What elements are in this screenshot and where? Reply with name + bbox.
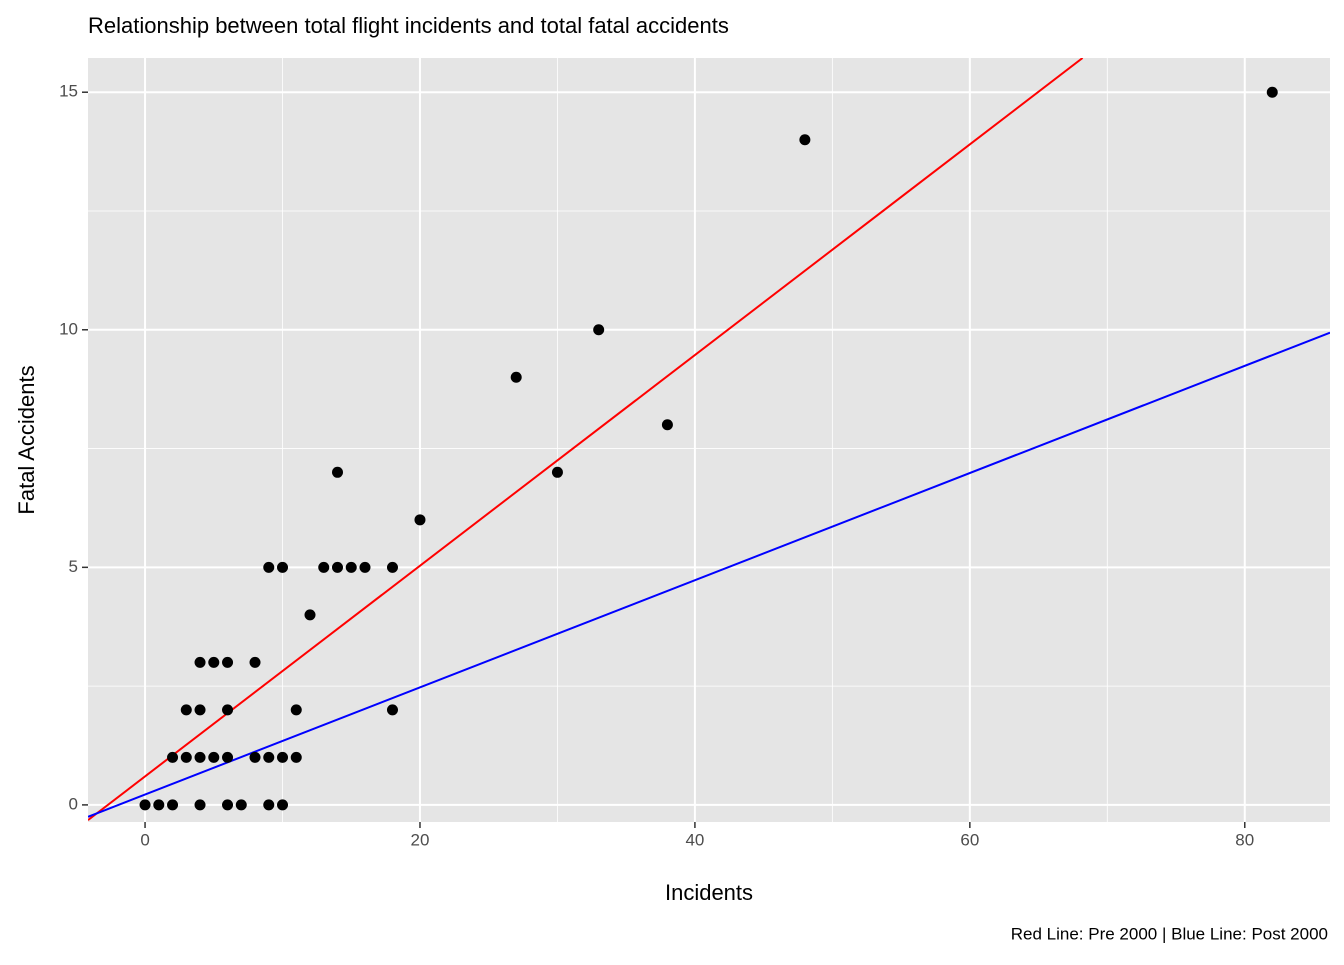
point (194, 704, 206, 716)
x-tick-label: 20 (411, 830, 430, 849)
point (249, 751, 261, 763)
point (194, 799, 206, 811)
point (139, 799, 151, 811)
y-tick-label: 10 (59, 319, 78, 338)
point (510, 371, 522, 383)
point (153, 799, 165, 811)
trend-line (88, 58, 1084, 821)
point (318, 561, 330, 573)
point (414, 514, 426, 526)
point (359, 561, 371, 573)
point (799, 134, 811, 146)
point (263, 561, 275, 573)
point (167, 751, 179, 763)
point (180, 704, 192, 716)
chart-title: Relationship between total flight incide… (88, 13, 729, 38)
point (222, 704, 234, 716)
x-axis-label: Incidents (665, 880, 753, 905)
point (277, 799, 289, 811)
point (661, 419, 673, 431)
point (194, 656, 206, 668)
x-tick-label: 80 (1235, 830, 1254, 849)
point (249, 656, 261, 668)
point (263, 751, 275, 763)
point (263, 799, 275, 811)
point (222, 799, 234, 811)
caption: Red Line: Pre 2000 | Blue Line: Post 200… (1011, 924, 1328, 943)
point (345, 561, 357, 573)
point (290, 751, 302, 763)
point (386, 561, 398, 573)
point (180, 751, 192, 763)
panel (88, 58, 1330, 822)
point (386, 704, 398, 716)
point (1266, 86, 1278, 98)
point (235, 799, 247, 811)
point (277, 561, 289, 573)
point (208, 656, 220, 668)
point (331, 561, 343, 573)
x-tick-label: 0 (140, 830, 149, 849)
x-tick-label: 40 (685, 830, 704, 849)
point (222, 751, 234, 763)
trend-line (88, 331, 1330, 818)
y-axis-label: Fatal Accidents (14, 365, 39, 514)
point (277, 751, 289, 763)
point (194, 751, 206, 763)
point (593, 324, 605, 336)
x-tick-label: 60 (960, 830, 979, 849)
point (304, 609, 316, 621)
point (331, 466, 343, 478)
y-tick-label: 0 (69, 794, 78, 813)
point (290, 704, 302, 716)
point (167, 799, 179, 811)
point (222, 656, 234, 668)
point (551, 466, 563, 478)
point (208, 751, 220, 763)
y-tick-label: 5 (69, 557, 78, 576)
y-tick-label: 15 (59, 82, 78, 101)
